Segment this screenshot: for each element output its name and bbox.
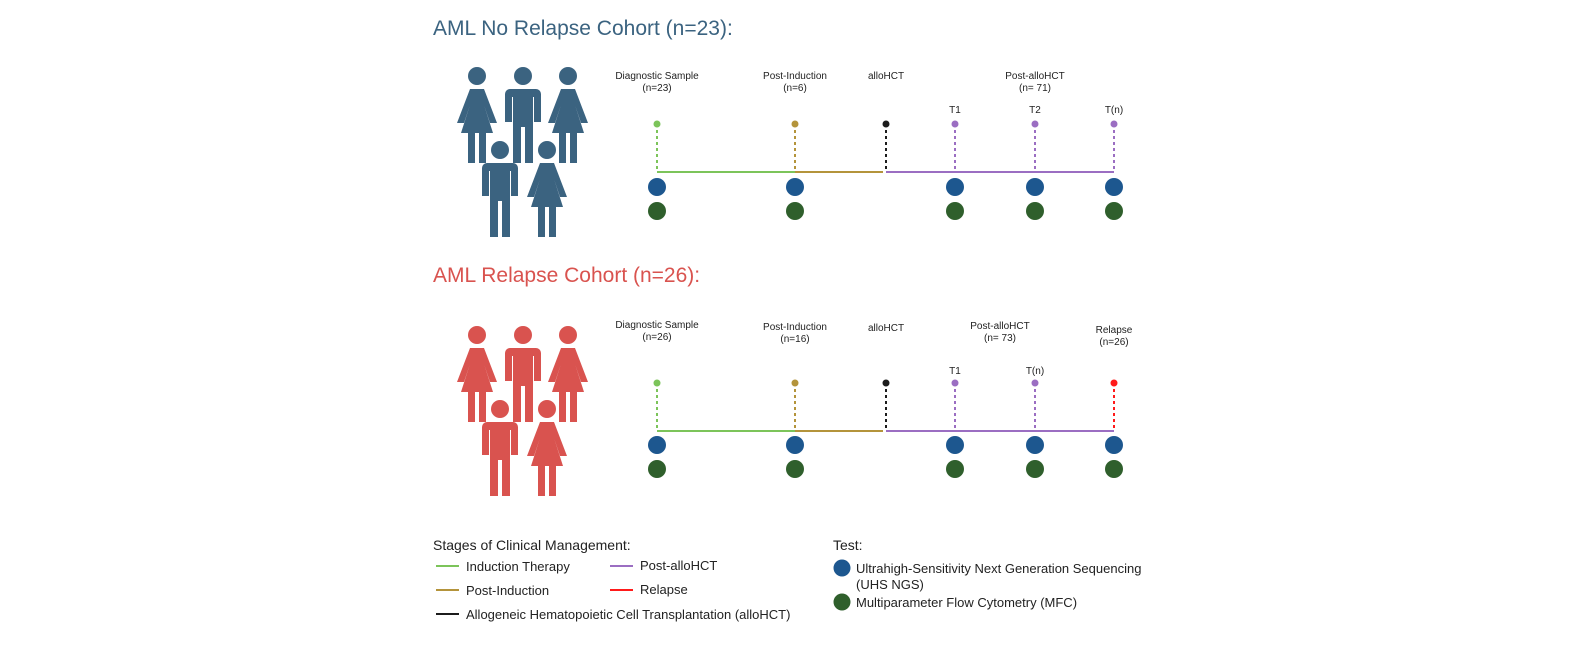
timepoint-label-t1: T1	[949, 366, 961, 377]
patient-icons	[457, 67, 588, 237]
timepoint-label-tn: T(n)	[1105, 105, 1123, 116]
sample-markers	[656, 124, 1115, 172]
cohort-relapse: AML Relapse Cohort (n=26): Diagnostic Sa…	[433, 264, 1133, 496]
stage-label-post-allohct: Post-alloHCT	[1005, 71, 1064, 82]
male-person-icon	[505, 67, 541, 163]
mfc-swatch	[833, 593, 851, 611]
relapse-legend-label: Relapse	[640, 582, 688, 597]
stage-count-post-allohct: (n= 71)	[1019, 83, 1051, 94]
cohort-no-relapse: AML No Relapse Cohort (n=23): Diagnostic…	[433, 17, 1123, 237]
mfc-circle	[946, 460, 964, 478]
marker-tn-dot	[1031, 379, 1039, 387]
uhs-ngs-circle	[946, 178, 964, 196]
patient-icons	[457, 326, 588, 496]
marker-t1-dot	[951, 120, 959, 128]
uhs-ngs-circle	[1105, 178, 1123, 196]
marker-allohct-dot	[882, 379, 890, 387]
test-legend: Test: Ultrahigh-Sensitivity Next Generat…	[833, 537, 1141, 611]
marker-diagnostic-dot	[653, 120, 661, 128]
uhs-ngs-circle	[648, 436, 666, 454]
female-person-icon	[457, 326, 497, 422]
stage-label-allohct: alloHCT	[868, 71, 904, 82]
stages-legend: Stages of Clinical Management: Induction…	[433, 537, 790, 622]
uhs-ngs-circle	[1105, 436, 1123, 454]
mfc-circle	[786, 202, 804, 220]
stage-count-relapse: (n=26)	[1099, 337, 1128, 348]
sample-marker-dots	[653, 379, 1118, 387]
marker-tn-dot	[1110, 120, 1118, 128]
post-induction-legend-label: Post-Induction	[466, 583, 549, 598]
timepoint-label-tn: T(n)	[1026, 366, 1044, 377]
stage-labels: Diagnostic Sample (n=23) Post-Induction …	[615, 71, 1123, 116]
marker-t1-dot	[951, 379, 959, 387]
test-circles	[648, 178, 1123, 220]
mfc-circle	[946, 202, 964, 220]
stage-labels: Diagnostic Sample (n=26) Post-Induction …	[615, 320, 1132, 377]
stages-legend-heading: Stages of Clinical Management:	[433, 537, 631, 553]
sample-markers	[656, 383, 1115, 431]
mfc-legend-label: Multiparameter Flow Cytometry (MFC)	[856, 595, 1077, 610]
marker-post-induction-dot	[791, 379, 799, 387]
mfc-circle	[1026, 202, 1044, 220]
stage-count-post-induction: (n=16)	[780, 334, 809, 345]
induction-therapy-legend-label: Induction Therapy	[466, 559, 570, 574]
timepoint-label-t2: T2	[1029, 105, 1041, 116]
uhs-ngs-circle	[1026, 178, 1044, 196]
male-person-icon	[505, 326, 541, 422]
uhs-ngs-circle	[946, 436, 964, 454]
stage-label-relapse: Relapse	[1096, 325, 1133, 336]
male-person-icon	[482, 141, 518, 237]
uhs-ngs-swatch	[833, 559, 851, 577]
stage-count-diagnostic: (n=26)	[642, 332, 671, 343]
stage-label-allohct: alloHCT	[868, 323, 904, 334]
mfc-circle	[648, 460, 666, 478]
uhs-ngs-legend-label: Ultrahigh-Sensitivity Next Generation Se…	[856, 561, 1141, 576]
test-circles	[648, 436, 1123, 478]
stage-label-post-allohct: Post-alloHCT	[970, 321, 1029, 332]
post-allohct-legend-label: Post-alloHCT	[640, 558, 717, 573]
sample-marker-dots	[653, 120, 1118, 128]
stage-count-post-allohct: (n= 73)	[984, 333, 1016, 344]
marker-diagnostic-dot	[653, 379, 661, 387]
test-legend-heading: Test:	[833, 537, 863, 553]
marker-relapse-dot	[1110, 379, 1118, 387]
marker-t2-dot	[1031, 120, 1039, 128]
stage-label-diagnostic: Diagnostic Sample	[615, 320, 699, 331]
marker-post-induction-dot	[791, 120, 799, 128]
mfc-circle	[1105, 202, 1123, 220]
uhs-ngs-legend-abbrev: (UHS NGS)	[856, 577, 924, 592]
marker-allohct-dot	[882, 120, 890, 128]
male-person-icon	[482, 400, 518, 496]
timepoint-label-t1: T1	[949, 105, 961, 116]
mfc-circle	[786, 460, 804, 478]
legend: Stages of Clinical Management: Induction…	[433, 537, 1141, 622]
stage-label-post-induction: Post-Induction	[763, 322, 827, 333]
female-person-icon	[457, 67, 497, 163]
cohort-title: AML No Relapse Cohort (n=23):	[433, 17, 733, 40]
allohct-legend-label: Allogeneic Hematopoietic Cell Transplant…	[466, 607, 790, 622]
stage-label-diagnostic: Diagnostic Sample	[615, 71, 699, 82]
cohort-title: AML Relapse Cohort (n=26):	[433, 264, 700, 287]
mfc-circle	[1026, 460, 1044, 478]
uhs-ngs-circle	[1026, 436, 1044, 454]
uhs-ngs-circle	[648, 178, 666, 196]
mfc-circle	[1105, 460, 1123, 478]
stage-count-post-induction: (n=6)	[783, 83, 807, 94]
stage-label-post-induction: Post-Induction	[763, 71, 827, 82]
stage-count-diagnostic: (n=23)	[642, 83, 671, 94]
uhs-ngs-circle	[786, 436, 804, 454]
mfc-circle	[648, 202, 666, 220]
uhs-ngs-circle	[786, 178, 804, 196]
